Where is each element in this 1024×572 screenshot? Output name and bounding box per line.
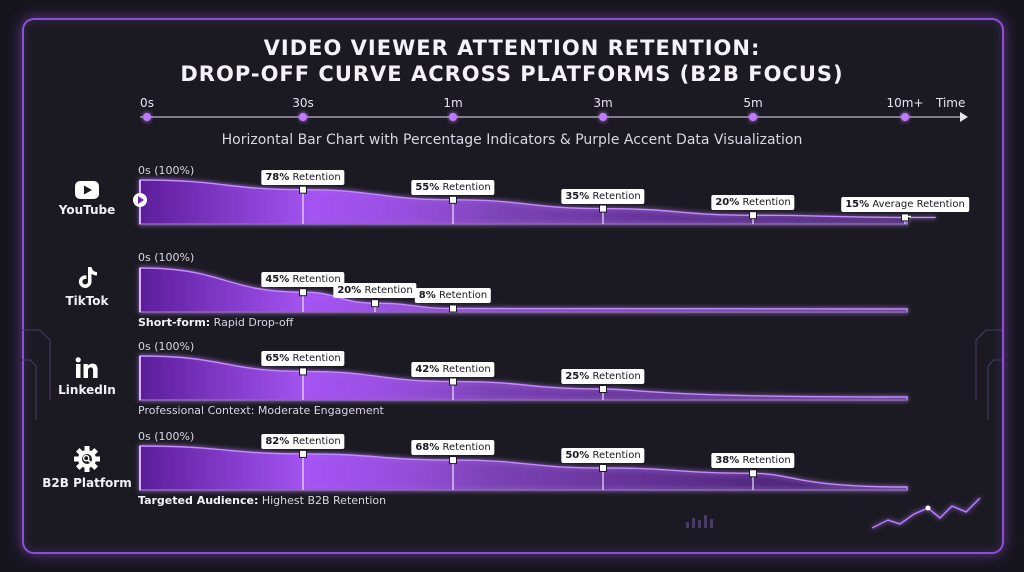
time-tick-label: 30s: [292, 96, 314, 110]
retention-callout: 35% Retention: [561, 188, 645, 204]
caption-text: Rapid Drop-off: [210, 316, 294, 329]
data-marker: [449, 377, 457, 386]
time-tick-label: 0s: [140, 96, 154, 110]
mini-bar-decoration: [686, 522, 689, 528]
retention-callout: 82% Retention: [261, 433, 345, 449]
time-tick-label: 10m+: [886, 96, 924, 110]
row-start-label: 0s (100%): [138, 340, 195, 353]
platform-name: YouTube: [58, 203, 116, 217]
row-caption-tiktok: Short-form: Rapid Drop-off: [138, 316, 293, 329]
row-caption-linkedin: Professional Context: Moderate Engagemen…: [138, 404, 384, 417]
data-marker: [299, 449, 307, 458]
retention-area-tiktok: [139, 267, 908, 313]
mini-bar-decoration: [704, 515, 707, 528]
platform-name: B2B Platform: [42, 476, 132, 490]
data-marker: [599, 385, 607, 393]
time-axis-title: Time: [936, 96, 966, 110]
retention-callout: 45% Retention: [261, 272, 345, 288]
retention-area-youtube: [139, 179, 936, 225]
caption-text: Professional Context: Moderate Engagemen…: [138, 404, 384, 417]
data-marker: [299, 288, 307, 297]
mini-bar-decoration: [698, 520, 701, 528]
retention-callout: 42% Retention: [411, 361, 495, 377]
platform-name: TikTok: [65, 294, 109, 308]
data-marker: [901, 213, 909, 222]
row-start-label: 0s (100%): [138, 251, 195, 264]
linkedin-icon: [75, 357, 98, 378]
data-marker: [449, 195, 457, 204]
time-tick-dot: [449, 113, 457, 121]
caption-bold: Targeted Audience:: [138, 494, 259, 507]
retention-area-linkedin: [139, 355, 908, 401]
row-start-label: 0s (100%): [138, 430, 195, 443]
time-tick-label: 5m: [743, 96, 763, 110]
time-axis-arrow: [960, 112, 968, 122]
retention-area-b2b-platform: [139, 445, 908, 491]
retention-callout: 65% Retention: [261, 351, 345, 367]
data-marker: [749, 469, 757, 478]
row-caption-b2b: Targeted Audience: Highest B2B Retention: [138, 494, 386, 507]
data-marker: [449, 304, 457, 313]
chart-subtitle: Horizontal Bar Chart with Percentage Ind…: [221, 132, 803, 148]
retention-callout: 20% Retention: [333, 283, 417, 299]
mini-bar-decoration: [710, 519, 713, 528]
time-tick-dot: [749, 113, 757, 121]
time-tick-dot: [299, 113, 307, 121]
caption-bold: Short-form:: [138, 316, 211, 329]
retention-callout: 20% Retention: [711, 195, 795, 211]
sparkline-dot: [925, 505, 931, 511]
time-tick-dot: [901, 113, 909, 121]
platform-linkedin: LinkedIn: [42, 356, 132, 397]
tiktok-note-icon: [78, 267, 97, 288]
retention-callout: 38% Retention: [711, 453, 795, 469]
data-marker: [299, 185, 307, 194]
retention-callout: 68% Retention: [411, 440, 495, 456]
retention-callout: 78% Retention: [261, 169, 345, 185]
chart-title-line-1: VIDEO VIEWER ATTENTION RETENTION:: [263, 36, 761, 60]
time-tick-label: 3m: [593, 96, 613, 110]
data-marker: [299, 367, 307, 376]
sparkline-decoration: [871, 497, 981, 529]
play-triangle-icon: [138, 196, 144, 204]
time-tick-dot: [143, 113, 151, 121]
data-marker: [449, 456, 457, 465]
data-marker: [599, 464, 607, 472]
youtube-play-icon: [75, 181, 99, 199]
caption-text: Highest B2B Retention: [258, 494, 387, 507]
gear-search-icon: [74, 446, 100, 472]
circuit-decoration: [987, 359, 1002, 420]
mini-bar-decoration: [692, 518, 695, 528]
retention-callout: 15% Average Retention: [841, 197, 969, 213]
data-marker: [371, 299, 379, 308]
row-start-label: 0s (100%): [138, 164, 195, 177]
circuit-decoration: [22, 329, 51, 400]
chart-title-line-2: DROP-OFF CURVE ACROSS PLATFORMS (B2B FOC…: [180, 62, 844, 86]
time-tick-label: 1m: [443, 96, 463, 110]
circuit-decoration: [22, 359, 37, 420]
retention-callout: 8% Retention: [414, 288, 492, 304]
retention-callout: 50% Retention: [561, 448, 645, 463]
data-marker: [599, 204, 607, 213]
retention-callout: 55% Retention: [411, 179, 495, 195]
circuit-decoration: [975, 329, 1002, 400]
time-tick-dot: [599, 113, 607, 121]
retention-callout: 25% Retention: [561, 369, 645, 384]
data-marker: [749, 211, 757, 220]
platform-tiktok: TikTok: [42, 265, 132, 308]
platform-b2b: B2B Platform: [42, 445, 132, 490]
platform-youtube: YouTube: [42, 180, 132, 217]
platform-name: LinkedIn: [58, 383, 116, 397]
